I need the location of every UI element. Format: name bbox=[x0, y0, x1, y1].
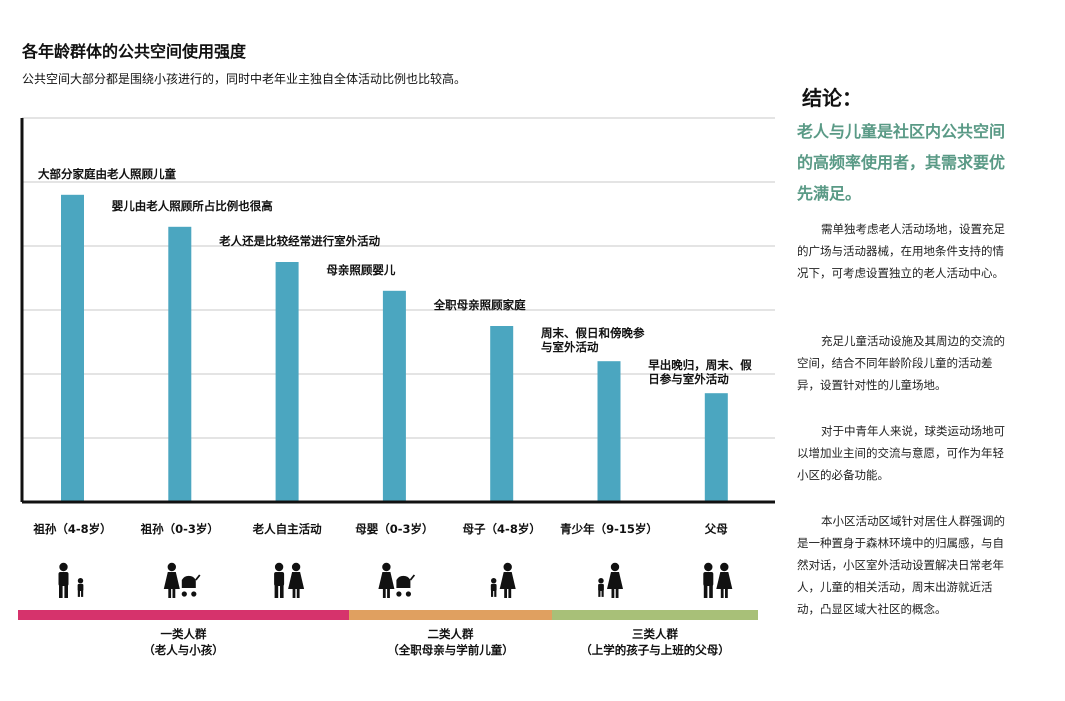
bar bbox=[275, 262, 299, 502]
conclusion-highlight: 老人与儿童是社区内公共空间的高频率使用者，其需求要优先满足。 bbox=[797, 122, 1006, 203]
bar-annotation: 母亲照顾婴儿 bbox=[326, 263, 395, 277]
elderly-couple-icon bbox=[274, 562, 305, 598]
group-desc: （全职母亲与学前儿童） bbox=[387, 643, 514, 657]
group-band bbox=[552, 610, 758, 620]
group-name: 二类人群 bbox=[427, 627, 474, 641]
teen-adult-icon bbox=[598, 562, 623, 598]
x-tick-label: 母婴（0-3岁） bbox=[355, 522, 433, 536]
x-tick-label: 祖孙（4-8岁） bbox=[32, 522, 111, 536]
bar bbox=[704, 393, 728, 502]
group-label: 三类人群 （上学的孩子与上班的父母） bbox=[552, 626, 758, 658]
bar-annotation: 日参与室外活动 bbox=[648, 372, 729, 386]
parents-icon bbox=[703, 562, 733, 598]
bar bbox=[168, 226, 192, 503]
grandparent-stroller-icon bbox=[163, 562, 201, 598]
group-label: 一类人群 （老人与小孩） bbox=[18, 626, 349, 658]
bar-annotation: 婴儿由老人照顾所占比例也很高 bbox=[112, 199, 273, 213]
bar bbox=[597, 361, 621, 502]
group-desc: （老人与小孩） bbox=[143, 643, 224, 657]
bar bbox=[61, 194, 84, 503]
bar-annotation: 与室外活动 bbox=[541, 340, 599, 354]
bar-annotation: 老人还是比较经常进行室外活动 bbox=[218, 234, 380, 248]
bar bbox=[490, 326, 514, 502]
x-tick-label: 母子（4-8岁） bbox=[463, 522, 541, 536]
chart-subtitle: 公共空间大部分都是围绕小孩进行的，同时中老年业主独自全体活动比例也比较高。 bbox=[22, 72, 467, 86]
conclusion-paragraph: 充足儿童活动设施及其周边的交流的空间，结合不同年龄阶段儿童的活动差异，设置针对性… bbox=[797, 334, 1005, 392]
group-label: 二类人群 （全职母亲与学前儿童） bbox=[349, 626, 552, 658]
x-tick-label: 祖孙（0-3岁） bbox=[140, 522, 219, 536]
bar-annotation: 早出晚归，周末、假 bbox=[648, 358, 752, 372]
conclusion-paragraph: 本小区活动区域针对居住人群强调的是一种置身于森林环境中的归属感，与自然对话，小区… bbox=[797, 514, 1005, 616]
bar-annotation: 大部分家庭由老人照顾儿童 bbox=[38, 167, 176, 181]
group-name: 三类人群 bbox=[632, 627, 678, 641]
group-name: 一类人群 bbox=[160, 627, 207, 641]
bar-annotation: 周末、假日和傍晚参 bbox=[541, 326, 645, 340]
conclusion-paragraph: 对于中青年人来说，球类运动场地可以增加业主间的交流与意愿，可作为年轻小区的必备功… bbox=[797, 424, 1005, 482]
group-desc: （上学的孩子与上班的父母） bbox=[580, 643, 730, 657]
conclusion-paragraph: 需单独考虑老人活动场地，设置充足的广场与活动器械，在用地条件支持的情况下，可考虑… bbox=[797, 222, 1005, 280]
x-tick-label: 老人自主活动 bbox=[252, 522, 322, 536]
mother-stroller-icon bbox=[378, 562, 416, 598]
bar-annotation: 全职母亲照顾家庭 bbox=[433, 298, 526, 312]
x-tick-label: 青少年（9-15岁） bbox=[560, 522, 658, 536]
conclusion-title: 结论： bbox=[802, 86, 862, 110]
group-band bbox=[349, 610, 552, 620]
group-band bbox=[18, 610, 349, 620]
x-tick-label: 父母 bbox=[704, 522, 728, 536]
grandparent-child-icon bbox=[58, 562, 84, 598]
bar bbox=[382, 290, 406, 502]
mother-child-icon bbox=[490, 562, 516, 598]
chart-title: 各年龄群体的公共空间使用强度 bbox=[22, 42, 247, 61]
